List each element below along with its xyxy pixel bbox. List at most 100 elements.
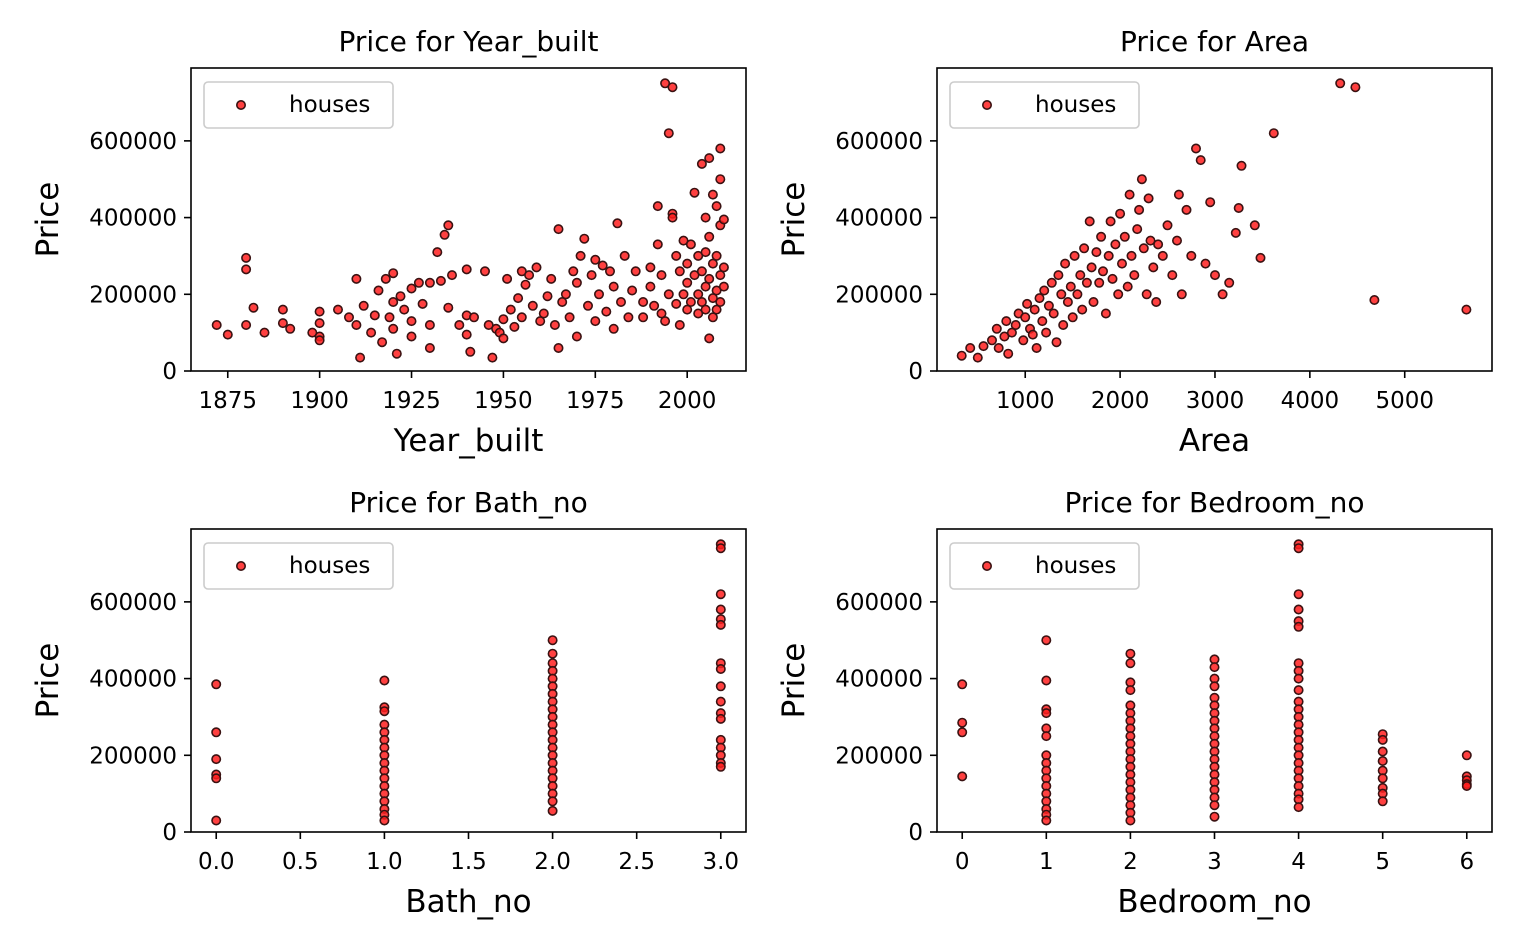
x-tick-label: 2.0 bbox=[534, 849, 571, 875]
data-point bbox=[663, 289, 674, 300]
legend-box bbox=[203, 542, 394, 590]
data-point bbox=[314, 306, 325, 317]
data-point bbox=[700, 304, 711, 315]
data-point bbox=[707, 258, 718, 269]
data-point bbox=[538, 308, 549, 319]
data-point bbox=[524, 270, 535, 281]
data-point bbox=[1096, 231, 1107, 242]
data-point bbox=[241, 252, 252, 263]
x-tick-label: 1975 bbox=[566, 388, 625, 414]
data-point bbox=[379, 815, 390, 826]
data-point bbox=[674, 319, 685, 330]
data-point bbox=[399, 304, 410, 315]
data-point bbox=[1056, 289, 1067, 300]
data-point bbox=[413, 277, 424, 288]
data-point bbox=[652, 239, 663, 250]
data-point bbox=[211, 319, 222, 330]
data-point bbox=[1268, 128, 1279, 139]
data-point bbox=[391, 348, 402, 359]
x-tick-label: 1875 bbox=[198, 388, 257, 414]
data-point bbox=[1350, 82, 1361, 93]
x-tick-label: 2000 bbox=[1091, 388, 1150, 414]
x-tick-label: 3000 bbox=[1186, 388, 1245, 414]
data-point bbox=[612, 218, 623, 229]
data-point bbox=[509, 321, 520, 332]
data-point bbox=[630, 266, 641, 277]
data-point bbox=[1293, 589, 1304, 600]
data-point bbox=[1103, 250, 1114, 261]
data-point bbox=[487, 352, 498, 363]
data-point bbox=[1136, 174, 1147, 185]
data-point bbox=[656, 270, 667, 281]
x-tick-label: 1900 bbox=[290, 388, 349, 414]
data-point bbox=[993, 342, 1004, 353]
chart-title: Price for Bedroom_no bbox=[1064, 486, 1364, 519]
data-point bbox=[707, 189, 718, 200]
data-point bbox=[678, 289, 689, 300]
data-point bbox=[957, 727, 968, 738]
data-point bbox=[1377, 773, 1388, 784]
x-tick-label: 6 bbox=[1459, 849, 1474, 875]
data-point bbox=[211, 754, 222, 765]
data-point bbox=[1233, 203, 1244, 214]
data-point bbox=[1041, 815, 1052, 826]
data-point bbox=[516, 312, 527, 323]
x-tick-label: 2 bbox=[1123, 849, 1138, 875]
data-point bbox=[461, 329, 472, 340]
legend-marker bbox=[981, 560, 992, 571]
data-point bbox=[1110, 239, 1121, 250]
data-point bbox=[1126, 250, 1137, 261]
data-point bbox=[1293, 604, 1304, 615]
x-tick-label: 1000 bbox=[996, 388, 1055, 414]
data-point bbox=[446, 270, 457, 281]
data-point bbox=[619, 250, 630, 261]
data-point bbox=[660, 78, 671, 89]
data-point bbox=[1377, 796, 1388, 807]
data-point bbox=[1029, 304, 1040, 315]
data-point bbox=[351, 319, 362, 330]
data-point bbox=[1230, 227, 1241, 238]
data-point bbox=[1107, 273, 1118, 284]
y-axis-label: Price bbox=[776, 182, 812, 258]
data-point bbox=[718, 214, 729, 225]
x-tick-label: 3.0 bbox=[702, 849, 739, 875]
data-point bbox=[1098, 266, 1109, 277]
x-axis-label: Area bbox=[1179, 423, 1250, 459]
data-point bbox=[1003, 348, 1014, 359]
data-point bbox=[715, 143, 726, 154]
data-point bbox=[1377, 746, 1388, 757]
data-point bbox=[579, 233, 590, 244]
data-point bbox=[682, 304, 693, 315]
data-point bbox=[1018, 335, 1029, 346]
legend-label: houses bbox=[1035, 92, 1116, 118]
data-point bbox=[696, 266, 707, 277]
data-point bbox=[1069, 250, 1080, 261]
data-point bbox=[1335, 78, 1346, 89]
scatter-points bbox=[956, 78, 1472, 363]
data-point bbox=[715, 296, 726, 307]
data-point bbox=[689, 187, 700, 198]
data-point bbox=[1461, 750, 1472, 761]
data-point bbox=[590, 316, 601, 327]
data-point bbox=[417, 298, 428, 309]
scatter-points bbox=[957, 539, 1472, 826]
y-tick-label: 400000 bbox=[835, 206, 923, 232]
data-point bbox=[693, 308, 704, 319]
data-point bbox=[1172, 235, 1183, 246]
data-point bbox=[379, 706, 390, 717]
data-point bbox=[1209, 662, 1220, 673]
data-point bbox=[652, 201, 663, 212]
data-point bbox=[1134, 204, 1145, 215]
data-point bbox=[1041, 327, 1052, 338]
data-point bbox=[1125, 685, 1136, 696]
data-point bbox=[704, 333, 715, 344]
data-point bbox=[582, 300, 593, 311]
data-point bbox=[1224, 277, 1235, 288]
data-point bbox=[465, 346, 476, 357]
data-point bbox=[424, 342, 435, 353]
data-point bbox=[1075, 270, 1086, 281]
data-point bbox=[314, 318, 325, 329]
data-point bbox=[696, 296, 707, 307]
data-point bbox=[461, 264, 472, 275]
